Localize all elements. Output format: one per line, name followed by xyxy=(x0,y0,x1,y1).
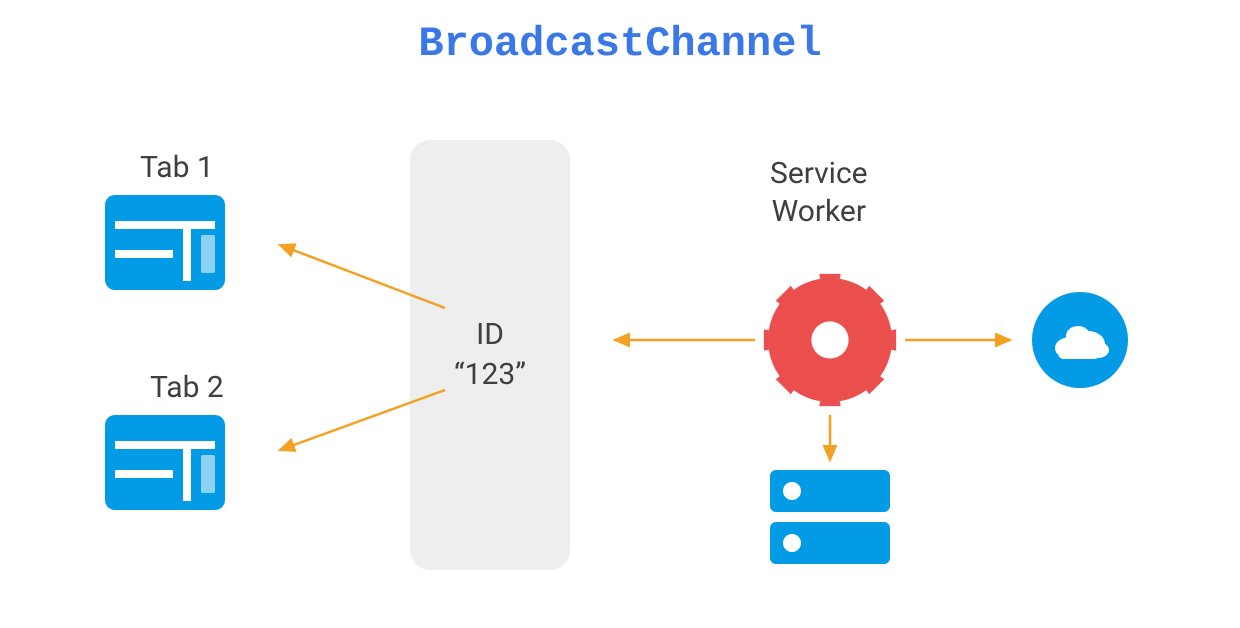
arrows-layer xyxy=(0,0,1240,628)
arrow-channel-to-tab1 xyxy=(280,245,445,308)
arrow-channel-to-tab2 xyxy=(280,390,445,450)
